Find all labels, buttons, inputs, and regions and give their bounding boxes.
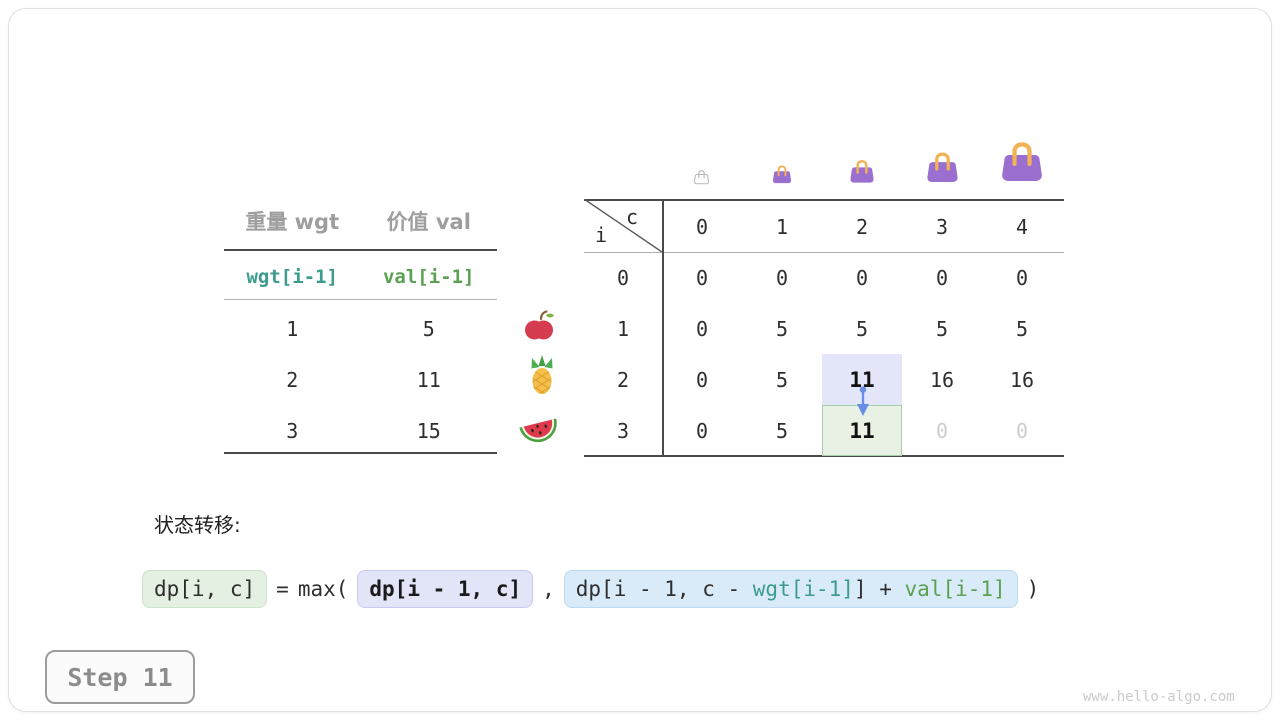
dp-corner-diagonal	[584, 199, 662, 252]
formula-arg2-wgt-token: wgt[i-1]	[752, 577, 854, 601]
dp-cell-r2-c3: 16	[929, 367, 955, 392]
item-2-val: 11	[416, 368, 441, 392]
bag-large-icon	[927, 152, 958, 182]
bag-xlarge-icon	[1002, 142, 1042, 181]
items-row-3: 3 15	[224, 415, 497, 447]
items-table-header-row: 重量 wgt 价值 val	[224, 205, 497, 237]
item-1-val: 5	[422, 317, 435, 341]
items-index-wgt: wgt[i-1]	[246, 266, 338, 288]
dp-corner-row-var: i	[595, 223, 608, 247]
items-index-val: val[i-1]	[382, 266, 475, 288]
transition-label: 状态转移:	[154, 513, 241, 537]
watermark: www.hello-algo.com	[1083, 689, 1235, 705]
items-header-weight: 重量 wgt	[245, 210, 340, 234]
item-3-wgt: 3	[286, 419, 299, 443]
dp-cell-r3-c3: 0	[935, 418, 949, 443]
bag-medium-icon	[850, 160, 874, 183]
diagram-card: 重量 wgt 价值 val wgt[i-1] val[i-1] 1 5 2 11…	[8, 8, 1272, 712]
dp-colhead-0: 0	[695, 215, 709, 239]
dp-colhead-2: 2	[855, 215, 869, 239]
dp-cell-r3-c1: 5	[775, 418, 789, 443]
formula-equals: =	[276, 577, 289, 601]
dp-cell-r3-c0: 0	[695, 418, 709, 443]
dp-header-divider	[584, 252, 1064, 253]
items-divider-mid	[224, 299, 497, 300]
dp-rowhead-1: 1	[616, 316, 630, 341]
bag-outline-icon	[693, 170, 710, 185]
item-3-val: 15	[416, 419, 441, 443]
dp-cell-r2-c4: 16	[1009, 367, 1035, 392]
dp-border-bottom	[584, 455, 1064, 457]
item-1-wgt: 1	[286, 317, 299, 341]
items-row-2: 2 11	[224, 364, 497, 396]
transition-arrow-icon	[857, 386, 869, 416]
dp-colhead-3: 3	[935, 215, 949, 239]
dp-border-top	[584, 199, 1064, 201]
formula-arg2-mid: ] +	[853, 577, 905, 601]
dp-cell-r0-c3: 0	[935, 265, 949, 290]
items-table: 重量 wgt 价值 val wgt[i-1] val[i-1] 1 5 2 11…	[224, 199, 497, 459]
dp-cell-r1-c4: 5	[1015, 316, 1029, 341]
transition-formula: dp[i, c] = max( dp[i - 1, c] , dp[i - 1,…	[142, 566, 1039, 612]
items-divider-top	[224, 249, 497, 251]
formula-close-paren: )	[1026, 577, 1040, 601]
item-2-wgt: 2	[286, 368, 299, 392]
dp-label-divider	[662, 199, 664, 457]
dp-cell-r2-c1: 5	[775, 367, 789, 392]
dp-cell-r0-c4: 0	[1015, 265, 1029, 290]
dp-cell-r1-c2: 5	[855, 316, 869, 341]
dp-rowhead-2: 2	[616, 367, 630, 392]
dp-rowhead-0: 0	[616, 265, 630, 290]
bag-small-icon	[772, 165, 792, 184]
formula-arg2-box: dp[i - 1, c - wgt[i-1]] + val[i-1]	[563, 570, 1018, 608]
formula-arg2-prefix: dp[i - 1, c -	[575, 577, 753, 601]
dp-corner-col-var: c	[626, 205, 639, 229]
dp-cell-r1-c0: 0	[695, 316, 709, 341]
apple-icon	[525, 310, 554, 340]
dp-colhead-4: 4	[1015, 215, 1029, 239]
items-index-row: wgt[i-1] val[i-1]	[224, 261, 497, 293]
dp-cell-r1-c3: 5	[935, 316, 949, 341]
dp-cell-r1-c1: 5	[775, 316, 789, 341]
items-divider-bottom	[224, 452, 497, 454]
dp-cell-r0-c1: 0	[775, 265, 789, 290]
dp-cell-r2-c0: 0	[695, 367, 709, 392]
formula-lhs-box: dp[i, c]	[142, 570, 268, 608]
dp-cell-r0-c0: 0	[695, 265, 709, 290]
step-badge: Step 11	[45, 650, 195, 704]
pineapple-icon	[531, 355, 553, 394]
dp-cell-r3-c4: 0	[1015, 418, 1029, 443]
items-row-1: 1 5	[224, 313, 497, 345]
formula-arg2-val-token: val[i-1]	[904, 577, 1006, 601]
dp-rowhead-3: 3	[616, 418, 630, 443]
formula-max-open: max(	[297, 577, 349, 601]
watermelon-icon	[519, 418, 557, 443]
dp-cell-r0-c2: 0	[855, 265, 869, 290]
dp-table: c i 0 1 2 3 4 0 1 2 3 0 0 0 0 0 0 5 5 5 …	[584, 199, 1064, 459]
items-header-value: 价值 val	[386, 210, 471, 234]
formula-comma: ,	[542, 577, 555, 601]
dp-colhead-1: 1	[775, 215, 789, 239]
formula-arg1-box: dp[i - 1, c]	[357, 570, 534, 608]
